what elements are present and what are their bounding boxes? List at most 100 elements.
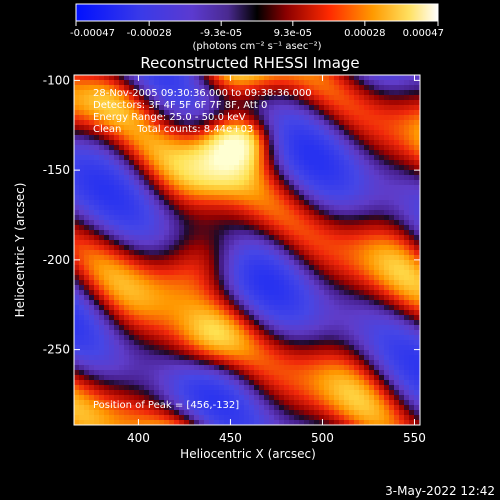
heatmap-cell xyxy=(299,390,305,396)
heatmap-cell xyxy=(144,180,150,186)
heatmap-cell xyxy=(399,390,405,396)
heatmap-cell xyxy=(149,190,155,196)
heatmap-cell xyxy=(394,325,400,331)
heatmap-cell xyxy=(284,145,290,151)
heatmap-cell xyxy=(239,195,245,201)
heatmap-cell xyxy=(234,270,240,276)
heatmap-cell xyxy=(294,75,300,81)
heatmap-cell xyxy=(359,155,365,161)
heatmap-cell xyxy=(184,185,190,191)
heatmap-cell xyxy=(74,265,80,271)
heatmap-cell xyxy=(409,210,415,216)
heatmap-cell xyxy=(319,290,325,296)
heatmap-cell xyxy=(354,195,360,201)
heatmap-cell xyxy=(144,240,150,246)
heatmap-cell xyxy=(194,165,200,171)
heatmap-cell xyxy=(214,165,220,171)
heatmap-cell xyxy=(254,395,260,401)
heatmap-cell xyxy=(224,170,230,176)
heatmap-cell xyxy=(264,195,270,201)
heatmap-cell xyxy=(154,205,160,211)
heatmap-cell xyxy=(344,225,350,231)
heatmap-cell xyxy=(389,330,395,336)
heatmap-cell xyxy=(294,125,300,131)
heatmap-cell xyxy=(119,230,125,236)
heatmap-cell xyxy=(264,130,270,136)
heatmap-cell xyxy=(184,375,190,381)
heatmap-cell xyxy=(124,145,130,151)
heatmap-cell xyxy=(364,105,370,111)
heatmap-cell xyxy=(274,240,280,246)
heatmap-cell xyxy=(139,275,145,281)
heatmap-cell xyxy=(149,75,155,81)
heatmap-cell xyxy=(404,220,410,226)
heatmap-cell xyxy=(99,90,105,96)
heatmap-cell xyxy=(404,390,410,396)
heatmap-cell xyxy=(294,90,300,96)
heatmap-cell xyxy=(149,420,155,425)
heatmap-cell xyxy=(104,135,110,141)
heatmap-cell xyxy=(219,275,225,281)
heatmap-cell xyxy=(359,135,365,141)
heatmap-cell xyxy=(104,270,110,276)
heatmap-cell xyxy=(74,385,80,391)
heatmap-cell xyxy=(404,85,410,91)
heatmap-cell xyxy=(134,250,140,256)
heatmap-cell xyxy=(264,115,270,121)
heatmap-cell xyxy=(114,420,120,425)
heatmap-cell xyxy=(244,190,250,196)
heatmap-cell xyxy=(124,190,130,196)
heatmap-cell xyxy=(389,305,395,311)
heatmap-cell xyxy=(119,340,125,346)
heatmap-cell xyxy=(399,230,405,236)
heatmap-cell xyxy=(79,125,85,131)
heatmap-cell xyxy=(129,185,135,191)
heatmap-cell xyxy=(394,110,400,116)
heatmap-cell xyxy=(359,255,365,261)
heatmap-cell xyxy=(124,165,130,171)
heatmap-cell xyxy=(334,285,340,291)
heatmap-cell xyxy=(279,240,285,246)
heatmap-cell xyxy=(244,195,250,201)
heatmap-cell xyxy=(399,195,405,201)
heatmap-cell xyxy=(359,215,365,221)
heatmap-cell xyxy=(364,310,370,316)
heatmap-cell xyxy=(84,160,90,166)
heatmap-cell xyxy=(409,400,415,406)
heatmap-cell xyxy=(334,260,340,266)
heatmap-cell xyxy=(274,150,280,156)
heatmap-cell xyxy=(379,310,385,316)
heatmap-cell xyxy=(209,325,215,331)
heatmap-cell xyxy=(274,195,280,201)
heatmap-cell xyxy=(369,340,375,346)
heatmap-cell xyxy=(354,155,360,161)
heatmap-cell xyxy=(199,380,205,386)
heatmap-cell xyxy=(199,305,205,311)
heatmap-cell xyxy=(369,185,375,191)
heatmap-cell xyxy=(209,105,215,111)
heatmap-cell xyxy=(324,400,330,406)
heatmap-cell xyxy=(314,120,320,126)
heatmap-cell xyxy=(354,105,360,111)
heatmap-cell xyxy=(184,415,190,421)
heatmap-cell xyxy=(74,115,80,121)
heatmap-cell xyxy=(334,300,340,306)
heatmap-cell xyxy=(204,300,210,306)
heatmap-cell xyxy=(134,325,140,331)
heatmap-cell xyxy=(259,265,265,271)
heatmap-cell xyxy=(129,95,135,101)
heatmap-cell xyxy=(339,390,345,396)
heatmap-cell xyxy=(384,395,390,401)
heatmap-cell xyxy=(89,225,95,231)
heatmap-cell xyxy=(164,115,170,121)
heatmap-cell xyxy=(174,300,180,306)
heatmap-cell xyxy=(99,265,105,271)
heatmap-cell xyxy=(214,365,220,371)
heatmap-cell xyxy=(399,385,405,391)
heatmap-cell xyxy=(274,400,280,406)
heatmap-cell xyxy=(334,175,340,181)
heatmap-cell xyxy=(379,105,385,111)
heatmap-cell xyxy=(94,340,100,346)
heatmap-cell xyxy=(289,180,295,186)
heatmap-cell xyxy=(314,295,320,301)
